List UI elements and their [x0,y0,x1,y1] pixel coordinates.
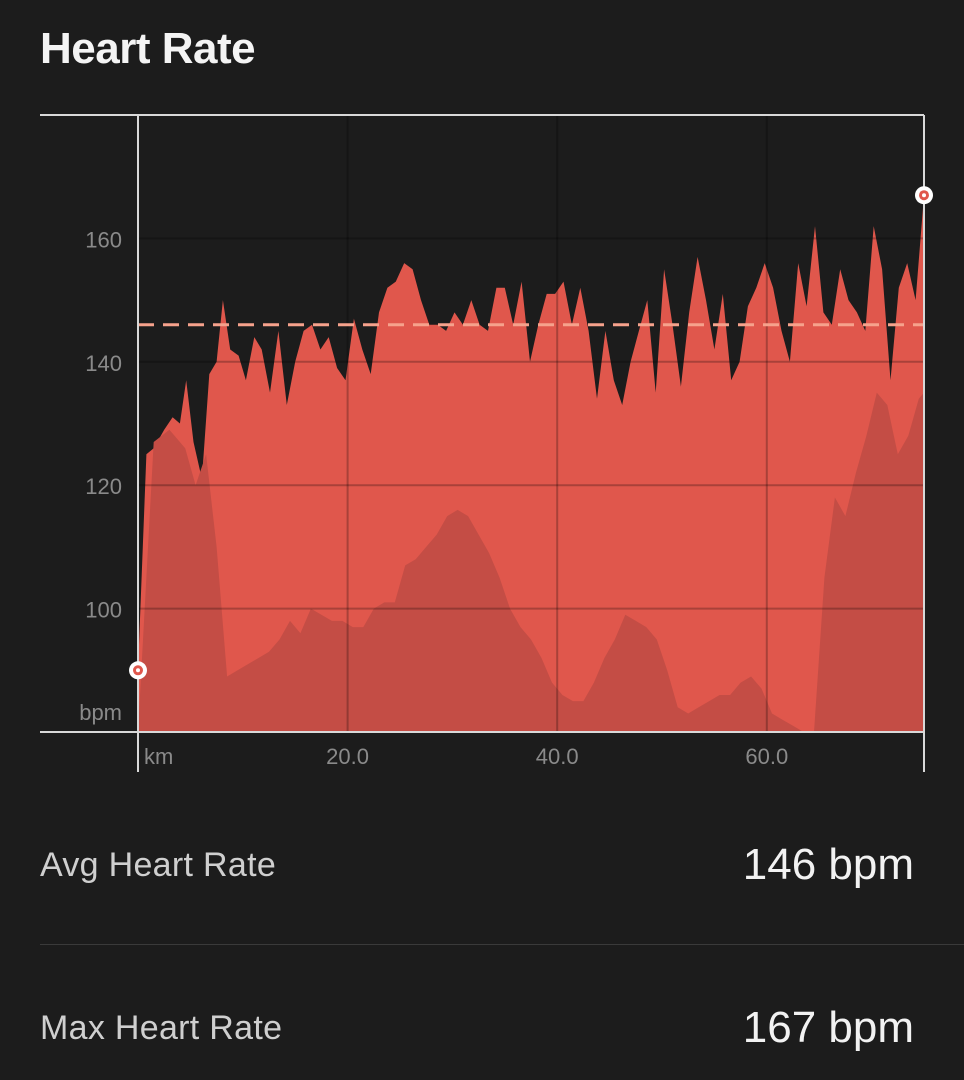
x-axis-label: km [144,744,173,769]
y-tick-label: 120 [85,474,122,499]
divider [40,944,964,945]
heart-rate-shadow-area [138,392,924,732]
avg-heart-rate-label: Avg Heart Rate [40,845,277,884]
chart-areas [138,195,924,732]
chart-grid [138,115,924,732]
x-tick-label: 60.0 [745,744,788,769]
start-marker [129,661,147,680]
marker-center [136,668,140,673]
chart-markers [129,186,933,680]
y-axis-label: bpm [79,700,122,725]
avg-heart-rate-row: Avg Heart Rate 146 bpm [40,825,914,905]
y-tick-label: 160 [85,227,122,252]
heart-rate-area [138,195,924,732]
max-heart-rate-row: Max Heart Rate 167 bpm [40,988,914,1068]
heart-rate-chart: 100 120 140 160 bpm km 20.0 40.0 60.0 [0,100,964,790]
page-title: Heart Rate [40,24,256,73]
y-tick-label: 100 [85,598,122,623]
avg-heart-rate-value: 146 bpm [742,840,914,889]
x-tick-label: 40.0 [536,744,579,769]
y-tick-label: 140 [85,351,122,376]
x-tick-label: 20.0 [326,744,369,769]
end-marker [915,186,933,205]
marker-center [922,193,926,198]
max-heart-rate-value: 167 bpm [742,1003,914,1052]
max-heart-rate-label: Max Heart Rate [40,1008,283,1047]
